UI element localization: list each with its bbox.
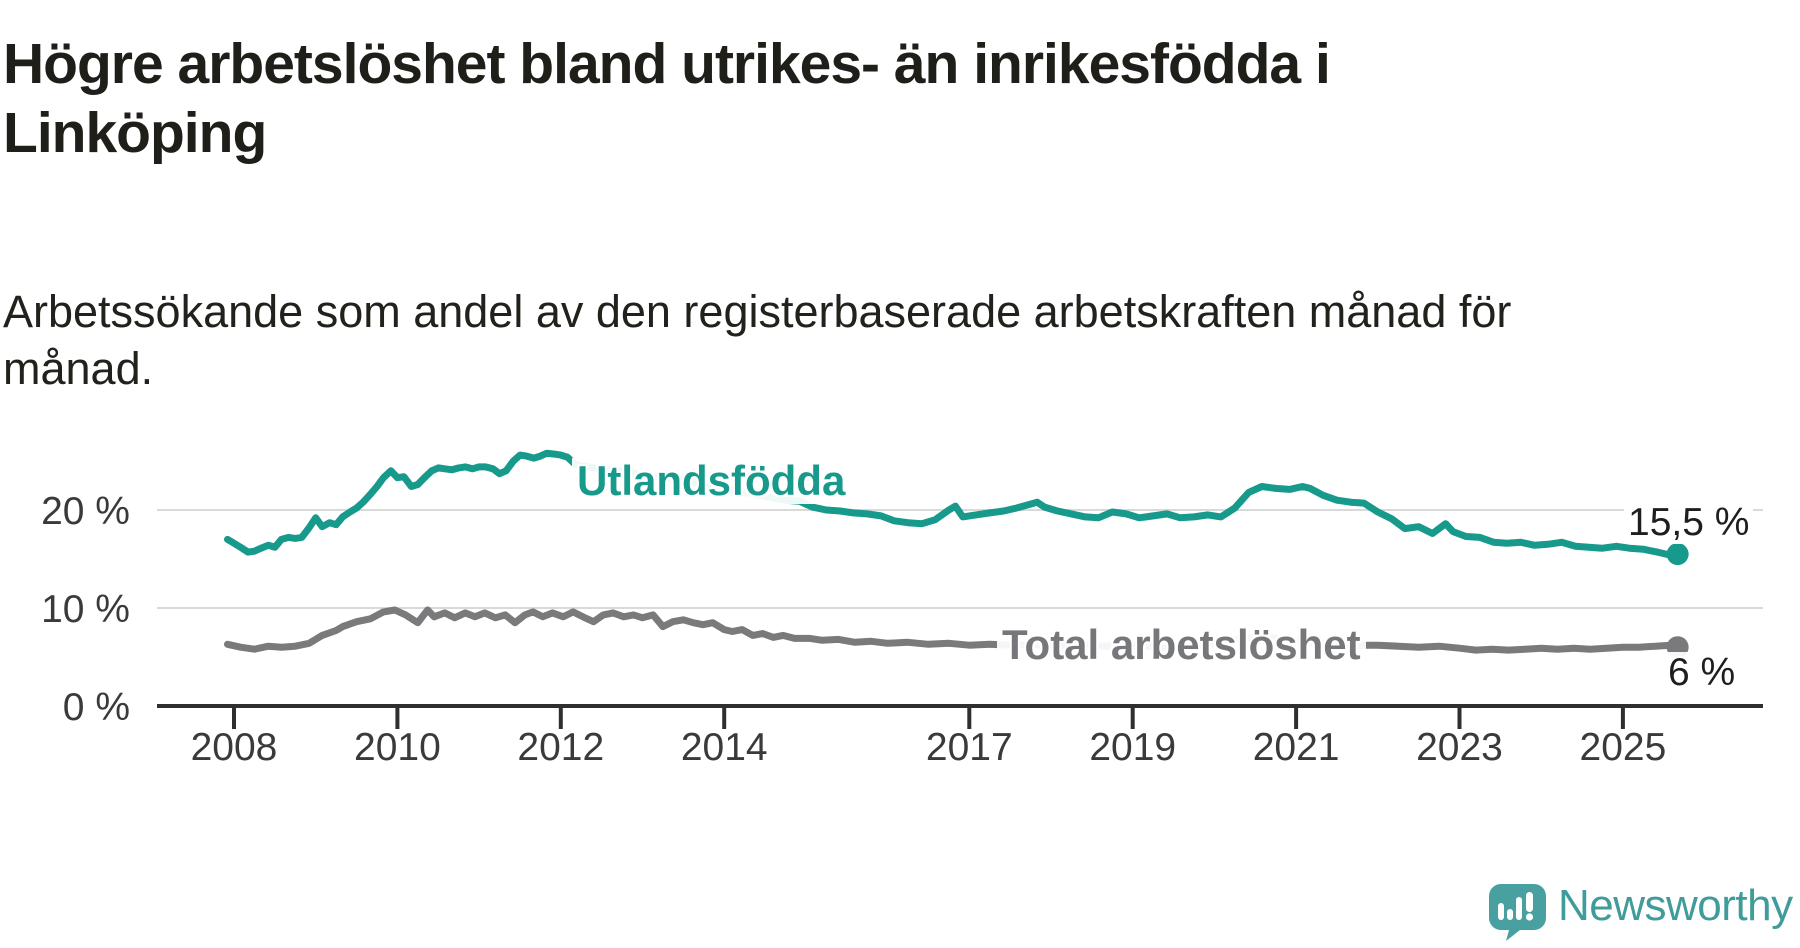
y-tick-label-10: 10 % [41,588,130,631]
y-tick-label-20: 20 % [41,490,130,533]
series-label-total-arbetsloshet: Total arbetslöshet [997,622,1366,668]
chart-title: Högre arbetslöshet bland utrikes- än inr… [3,30,1331,168]
series-line-1 [224,606,1682,654]
chart-subtitle-line2: månad. [3,343,154,394]
chart-subtitle-line1: Arbetssökande som andel av den registerb… [3,286,1512,337]
y-tick-label-0: 0 % [63,686,130,729]
chart-subtitle: Arbetssökande som andel av den registerb… [3,283,1511,397]
x-tick-label-2023: 2023 [1416,726,1503,769]
x-tick-label-2019: 2019 [1089,726,1176,769]
chart-title-line2: Linköping [3,101,267,166]
x-tick-label-2014: 2014 [681,726,768,769]
newsworthy-logo: Newsworthy [1489,881,1793,941]
end-value-label-utlandsfodda: 15,5 % [1624,502,1754,544]
series-label-utlandsfodda: Utlandsfödda [572,458,851,504]
x-tick-label-2008: 2008 [191,726,278,769]
chart-title-line1: Högre arbetslöshet bland utrikes- än inr… [3,32,1331,97]
newsworthy-wordmark: Newsworthy [1558,881,1793,930]
newsworthy-icon [1489,884,1546,941]
x-tick-label-2025: 2025 [1580,726,1667,769]
end-value-label-total: 6 % [1664,652,1740,694]
x-tick-label-2012: 2012 [517,726,604,769]
series-line-0 [224,449,1682,559]
x-tick-label-2017: 2017 [926,726,1013,769]
series-end-dot-0 [1666,543,1689,566]
x-tick-label-2021: 2021 [1253,726,1340,769]
x-tick-label-2010: 2010 [354,726,441,769]
